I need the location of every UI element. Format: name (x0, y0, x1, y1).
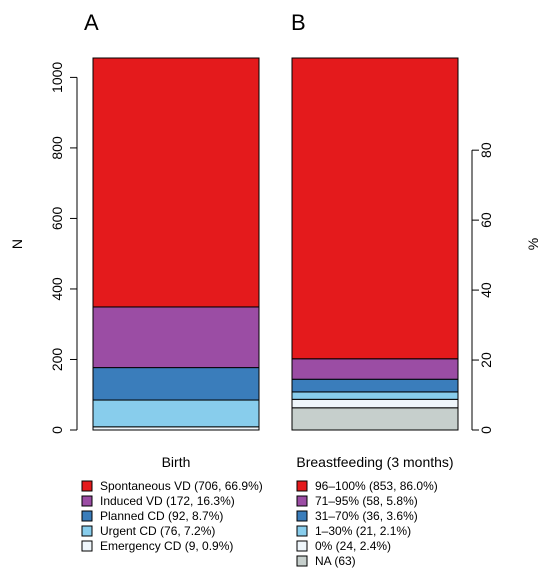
legend-swatch (296, 525, 308, 537)
category-label: Breastfeeding (3 months) (296, 454, 453, 470)
legend-entry: Planned CD (92, 8.7%) (100, 509, 223, 523)
bar-segment (92, 306, 260, 369)
left-axis-tick-label: 200 (49, 348, 65, 372)
legend-swatch (296, 540, 308, 552)
category-label: Birth (162, 454, 191, 470)
legend-entry: Urgent CD (76, 7.2%) (100, 524, 215, 538)
right-axis-tick-label: 60 (478, 212, 494, 228)
panel-letter: A (84, 10, 99, 35)
legend-swatch (81, 495, 93, 507)
right-axis-tick-label: 0 (478, 426, 494, 434)
legend-swatch (81, 480, 93, 492)
left-axis-tick-label: 600 (49, 207, 65, 231)
legend-swatch (81, 540, 93, 552)
bar-segment (291, 398, 459, 409)
legend-entry: 0% (24, 2.4%) (315, 539, 391, 553)
bar-segment (291, 391, 459, 400)
legend-swatch (296, 480, 308, 492)
bar-segment (291, 378, 459, 393)
legend-entry: Emergency CD (9, 0.9%) (100, 539, 233, 553)
legend-entry: 71–95% (58, 5.8%) (315, 494, 418, 508)
legend-swatch (296, 495, 308, 507)
legend-entry: Spontaneous VD (706, 66.9%) (100, 479, 263, 493)
legend-entry: 31–70% (36, 3.6%) (315, 509, 418, 523)
legend-entry: Induced VD (172, 16.3%) (100, 494, 235, 508)
panel-letter: B (291, 10, 306, 35)
left-axis-tick-label: 0 (49, 426, 65, 434)
legend-entry: 96–100% (853, 86.0%) (315, 479, 438, 493)
legend-swatch (296, 510, 308, 522)
legend-entry: 1–30% (21, 2.1%) (315, 524, 411, 538)
bar-segment (92, 57, 260, 308)
bar-segment (291, 407, 459, 431)
bar-segment (291, 358, 459, 380)
left-axis-tick-label: 400 (49, 277, 65, 301)
legend-swatch (81, 510, 93, 522)
legend-swatch (81, 525, 93, 537)
right-axis-tick-label: 80 (478, 142, 494, 158)
left-axis-tick-label: 1000 (49, 62, 65, 93)
bar-segment (92, 367, 260, 401)
legend-swatch (296, 555, 308, 567)
left-axis-label: N (9, 239, 25, 249)
left-axis-tick-label: 800 (49, 136, 65, 160)
right-axis-tick-label: 40 (478, 282, 494, 298)
right-axis-tick-label: 20 (478, 352, 494, 368)
right-axis-label: % (525, 238, 541, 250)
bar-segment (92, 399, 260, 428)
bar-segment (291, 57, 459, 360)
legend-entry: NA (63) (315, 554, 356, 568)
